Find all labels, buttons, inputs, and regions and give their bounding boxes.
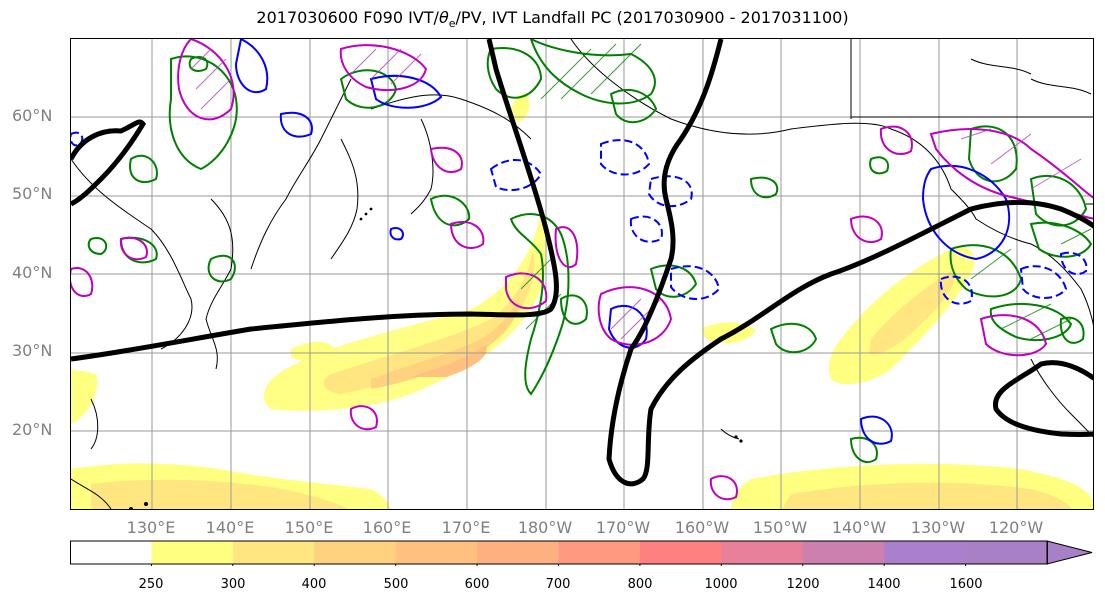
coastlines xyxy=(71,39,1093,509)
colorbar-tick-500: 500 xyxy=(383,577,409,592)
colorbar-cell xyxy=(721,541,804,564)
graticule xyxy=(71,39,1093,509)
colorbar-tick-300: 300 xyxy=(220,577,246,592)
colorbar-cell xyxy=(884,541,967,564)
lon-label-180w: 180°W xyxy=(517,518,573,537)
lon-label-140e: 140°E xyxy=(205,518,255,537)
lat-label-40n: 40°N xyxy=(12,263,53,282)
map-panel[interactable] xyxy=(70,38,1094,510)
lon-label-120w: 120°W xyxy=(988,518,1044,537)
title-prefix: 2017030600 F090 IVT/ xyxy=(256,8,439,27)
lat-label-20n: 20°N xyxy=(12,420,53,439)
lat-label-30n: 30°N xyxy=(12,341,53,360)
ivt-shading xyxy=(71,93,1093,509)
lon-label-160w: 160°W xyxy=(674,518,730,537)
colorbar xyxy=(70,540,1093,566)
map-title: 2017030600 F090 IVT/θe/PV, IVT Landfall … xyxy=(0,8,1105,30)
map-canvas xyxy=(71,39,1093,509)
colorbar-cells xyxy=(70,541,1047,564)
colorbar-cell xyxy=(151,541,234,564)
colorbar-tick-1200: 1200 xyxy=(786,577,820,592)
colorbar-cell xyxy=(558,541,641,564)
colorbar-cell xyxy=(802,541,885,564)
title-suffix: /PV, IVT Landfall PC (2017030900 - 20170… xyxy=(455,8,849,27)
significance-hatching xyxy=(190,48,1082,340)
lon-label-130w: 130°W xyxy=(910,518,966,537)
colorbar-cell xyxy=(70,541,152,564)
colorbar-tick-1400: 1400 xyxy=(867,577,901,592)
title-theta-subscript: e xyxy=(448,17,456,31)
theta-warm-contours xyxy=(71,39,1093,501)
colorbar-tick-700: 700 xyxy=(545,577,571,592)
colorbar-extend-triangle xyxy=(1046,540,1093,565)
lat-label-60n: 60°N xyxy=(12,106,53,125)
colorbar-cell xyxy=(639,541,722,564)
title-theta: θ xyxy=(438,8,449,27)
theta-cool-dashed xyxy=(71,131,1088,305)
colorbar-tick-1000: 1000 xyxy=(704,577,738,592)
colorbar-cell xyxy=(314,541,397,564)
colorbar-cell xyxy=(395,541,478,564)
island-markers xyxy=(129,207,743,509)
lon-label-140w: 140°W xyxy=(831,518,887,537)
colorbar-cell xyxy=(477,541,559,564)
lon-label-130e: 130°E xyxy=(126,518,176,537)
colorbar-tick-250: 250 xyxy=(138,577,164,592)
pv-contours xyxy=(87,39,1093,464)
colorbar-tick-400: 400 xyxy=(301,577,327,592)
pv-hatching xyxy=(520,43,1092,340)
colorbar-tick-600: 600 xyxy=(464,577,490,592)
pc-contours xyxy=(71,39,1093,487)
colorbar-cell xyxy=(965,541,1047,564)
lon-label-170w: 170°W xyxy=(595,518,651,537)
lon-label-170e: 170°E xyxy=(441,518,491,537)
lat-label-50n: 50°N xyxy=(12,184,53,203)
colorbar-tick-1600: 1600 xyxy=(949,577,983,592)
lon-label-160e: 160°E xyxy=(362,518,412,537)
lon-label-150e: 150°E xyxy=(284,518,334,537)
colorbar-cell xyxy=(232,541,315,564)
lon-label-150w: 150°W xyxy=(752,518,808,537)
colorbar-tick-800: 800 xyxy=(627,577,653,592)
theta-cool-solid xyxy=(234,39,1011,445)
colorbar-tickmarks xyxy=(150,564,967,566)
